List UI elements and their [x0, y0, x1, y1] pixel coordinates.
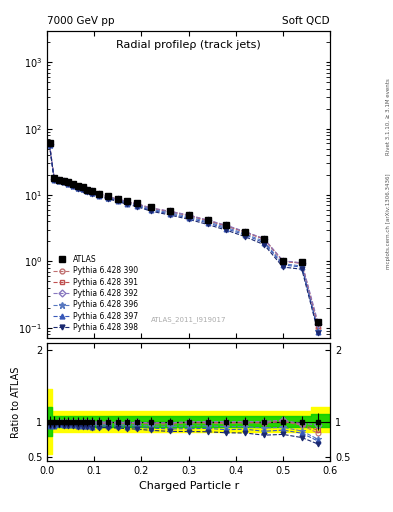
- Y-axis label: Ratio to ATLAS: Ratio to ATLAS: [11, 366, 21, 438]
- Text: 7000 GeV pp: 7000 GeV pp: [47, 15, 115, 26]
- Text: Radial profileρ (track jets): Radial profileρ (track jets): [116, 40, 261, 50]
- X-axis label: Charged Particle r: Charged Particle r: [138, 481, 239, 491]
- Text: mcplots.cern.ch [arXiv:1306.3436]: mcplots.cern.ch [arXiv:1306.3436]: [386, 174, 391, 269]
- Text: Rivet 3.1.10, ≥ 3.1M events: Rivet 3.1.10, ≥ 3.1M events: [386, 78, 391, 155]
- Legend: ATLAS, Pythia 6.428 390, Pythia 6.428 391, Pythia 6.428 392, Pythia 6.428 396, P: ATLAS, Pythia 6.428 390, Pythia 6.428 39…: [51, 253, 141, 334]
- Text: ATLAS_2011_I919017: ATLAS_2011_I919017: [151, 316, 226, 323]
- Text: Soft QCD: Soft QCD: [283, 15, 330, 26]
